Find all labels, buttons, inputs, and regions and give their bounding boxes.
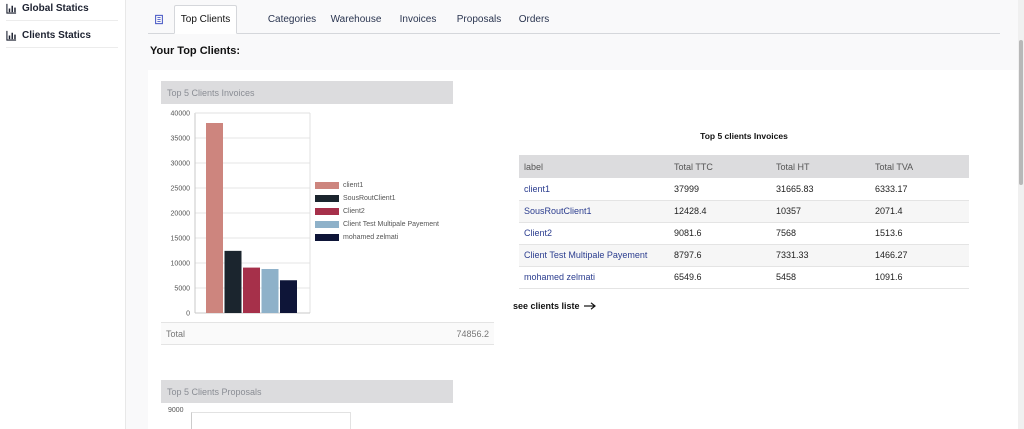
tab-top-clients[interactable]: Top Clients	[174, 5, 237, 34]
bar-chart-icon	[6, 3, 17, 14]
total-ht-cell: 7568	[771, 222, 870, 245]
table-row: SousRoutClient1 12428.4 10357 2071.4	[519, 200, 969, 223]
legend-item: mohamed zelmati	[315, 234, 398, 241]
column-header: Total HT	[771, 155, 870, 178]
total-ttc-cell: 6549.6	[669, 266, 771, 289]
tab-bookmark[interactable]	[148, 5, 170, 34]
tab-proposals[interactable]: Proposals	[456, 14, 502, 25]
proposals-axis-tick: 9000	[168, 407, 184, 414]
legend-swatch	[315, 208, 339, 215]
legend-label: client1	[343, 182, 364, 189]
total-tva-cell: 1091.6	[870, 266, 969, 289]
total-ttc-cell: 37999	[669, 178, 771, 201]
tab-categories[interactable]: Categories	[267, 14, 317, 25]
legend-label: Client2	[343, 208, 365, 215]
table-header-row: label Total TTC Total HT Total TVA	[519, 155, 969, 178]
client-link[interactable]: mohamed zelmati	[519, 266, 669, 289]
legend-item: Client2	[315, 208, 365, 215]
tab-invoices[interactable]: Invoices	[399, 14, 437, 25]
legend-label: mohamed zelmati	[343, 234, 399, 241]
legend-item: SousRoutClient1	[315, 195, 396, 202]
client-link[interactable]: Client2	[519, 222, 669, 245]
y-tick-label: 5000	[174, 286, 190, 293]
tab-warehouse[interactable]: Warehouse	[330, 14, 382, 25]
bar-client2	[243, 267, 260, 313]
proposals-panel-header: Top 5 Clients Proposals	[161, 380, 453, 403]
table-title: Top 5 clients Invoices	[700, 131, 788, 141]
invoices-bar-chart: 0 5000 10000 15000 20000 25000 30000 35000 40000	[171, 111, 311, 318]
total-tva-cell: 1513.6	[870, 222, 969, 245]
y-tick-label: 30000	[171, 161, 191, 168]
total-label: Total	[166, 328, 186, 339]
legend-item: client1	[315, 182, 363, 189]
total-row: Total 74856.2	[161, 322, 494, 345]
bar-client-test-multipale-payement	[261, 269, 279, 313]
scrollbar[interactable]	[1018, 0, 1024, 429]
y-tick-label: 40000	[171, 111, 191, 118]
y-tick-label: 15000	[171, 236, 191, 243]
legend-swatch	[315, 221, 339, 228]
client-link[interactable]: client1	[519, 178, 669, 201]
sidebar-item-clients-statics[interactable]: Clients Statics	[6, 24, 118, 48]
tab-orders[interactable]: Orders	[518, 14, 550, 25]
legend-item: Client Test Multipale Payement	[315, 221, 439, 228]
column-header: Total TTC	[669, 155, 771, 178]
total-ttc-cell: 8797.6	[669, 244, 771, 267]
sidebar-item-label: Global Statics	[22, 3, 89, 14]
legend-label: Client Test Multipale Payement	[343, 221, 439, 228]
column-header: Total TVA	[870, 155, 969, 178]
total-tva-cell: 1466.27	[870, 244, 969, 267]
y-tick-label: 25000	[171, 186, 191, 193]
see-clients-link[interactable]: see clients liste	[513, 301, 596, 311]
scroll-thumb[interactable]	[1019, 40, 1023, 185]
total-ht-cell: 31665.83	[771, 178, 870, 201]
y-tick-label: 20000	[171, 211, 191, 218]
y-tick-label: 10000	[171, 261, 191, 268]
client-link[interactable]: SousRoutClient1	[519, 200, 669, 223]
y-tick-label: 35000	[171, 136, 191, 143]
total-ht-cell: 5458	[771, 266, 870, 289]
table-row: Client2 9081.6 7568 1513.6	[519, 222, 969, 245]
total-tva-cell: 2071.4	[870, 200, 969, 223]
sidebar: Global Statics Clients Statics	[0, 0, 126, 429]
bookmark-icon	[155, 14, 163, 25]
legend-swatch	[315, 182, 339, 189]
bar-client1	[206, 123, 223, 313]
clients-table: label Total TTC Total HT Total TVA clien…	[519, 155, 969, 289]
legend-label: SousRoutClient1	[343, 195, 396, 202]
sidebar-item-global-statics[interactable]: Global Statics	[6, 0, 118, 21]
table-row: mohamed zelmati 6549.6 5458 1091.6	[519, 266, 969, 289]
bar-sousroutclient1	[224, 250, 242, 313]
y-tick-label: 0	[186, 311, 190, 318]
sidebar-item-label: Clients Statics	[22, 30, 91, 41]
total-ht-cell: 7331.33	[771, 244, 870, 267]
table-row: Client Test Multipale Payement 8797.6 73…	[519, 244, 969, 267]
total-ttc-cell: 12428.4	[669, 200, 771, 223]
arrow-right-icon	[583, 302, 596, 310]
legend-swatch	[315, 195, 339, 202]
client-link[interactable]: Client Test Multipale Payement	[519, 244, 669, 267]
total-value: 74856.2	[456, 328, 489, 339]
see-clients-label: see clients liste	[513, 301, 580, 311]
tab-bar: Top Clients Categories Warehouse Invoice…	[148, 5, 1000, 34]
legend-swatch	[315, 234, 339, 241]
column-header: label	[519, 155, 669, 178]
total-tva-cell: 6333.17	[870, 178, 969, 201]
bar-chart-icon	[6, 30, 17, 41]
invoices-panel-header: Top 5 Clients Invoices	[161, 81, 453, 104]
table-row: client1 37999 31665.83 6333.17	[519, 178, 969, 201]
total-ht-cell: 10357	[771, 200, 870, 223]
total-ttc-cell: 9081.6	[669, 222, 771, 245]
proposals-chart-area	[191, 412, 351, 429]
page-title: Your Top Clients:	[150, 45, 241, 57]
bar-mohamed-zelmati	[280, 280, 297, 313]
